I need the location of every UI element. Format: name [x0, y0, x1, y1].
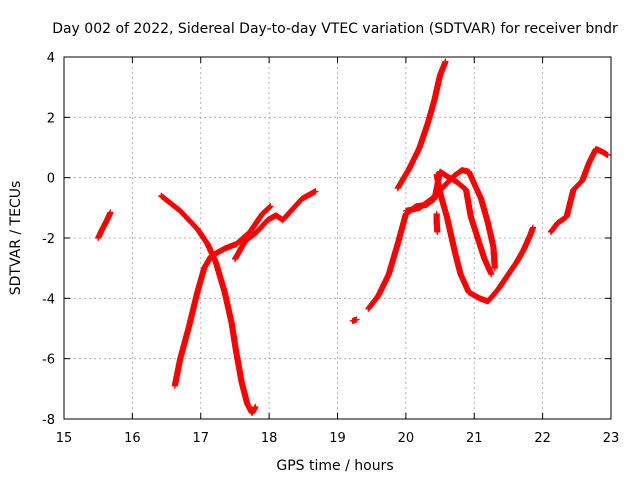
data-points: [95, 58, 611, 416]
x-tick-label: 21: [466, 431, 483, 446]
data-point: [252, 403, 259, 410]
series-track-i: [402, 167, 498, 272]
data-point: [312, 188, 319, 195]
x-axis-label: GPS time / hours: [276, 458, 393, 474]
y-tick-label: -2: [42, 232, 55, 247]
grid: [64, 57, 611, 419]
series-track-g: [394, 58, 449, 192]
data-point: [488, 271, 495, 278]
data-point: [530, 224, 537, 231]
series-track-d: [231, 188, 319, 263]
data-point: [107, 209, 114, 216]
y-axis-label: SDTVAR / TECUs: [8, 181, 24, 296]
x-tick-label: 18: [261, 431, 278, 446]
y-tick-label: -8: [42, 413, 55, 428]
x-tick-label: 19: [329, 431, 346, 446]
data-point: [491, 265, 498, 272]
series-track-b: [158, 192, 259, 416]
y-tick-label: -4: [42, 292, 55, 307]
y-tick-label: 0: [47, 172, 55, 187]
y-tick-label: 4: [47, 51, 55, 66]
data-point: [604, 152, 611, 159]
y-tick-labels: -8 -6 -4 -2 0 2 4: [42, 51, 55, 428]
series-track-c: [171, 203, 274, 389]
series-track-j: [433, 210, 441, 235]
x-tick-label: 22: [534, 431, 551, 446]
x-tick-label: 23: [603, 431, 620, 446]
x-tick-label: 15: [56, 431, 73, 446]
x-tick-labels: 15 16 17 18 19 20 21 22 23: [56, 431, 620, 446]
axis-ticks: [63, 56, 612, 420]
data-point: [353, 316, 360, 323]
series-track-a: [95, 209, 114, 241]
series-track-k: [547, 146, 611, 235]
y-tick-label: -6: [42, 353, 55, 368]
chart-title: Day 002 of 2022, Sidereal Day-to-day VTE…: [52, 21, 618, 37]
data-point: [434, 228, 441, 235]
series-track-e: [349, 316, 360, 324]
data-point: [442, 58, 449, 65]
y-tick-label: 2: [47, 111, 55, 126]
x-tick-label: 16: [124, 431, 141, 446]
x-tick-label: 17: [192, 431, 209, 446]
data-point: [267, 203, 274, 210]
x-tick-label: 20: [398, 431, 415, 446]
